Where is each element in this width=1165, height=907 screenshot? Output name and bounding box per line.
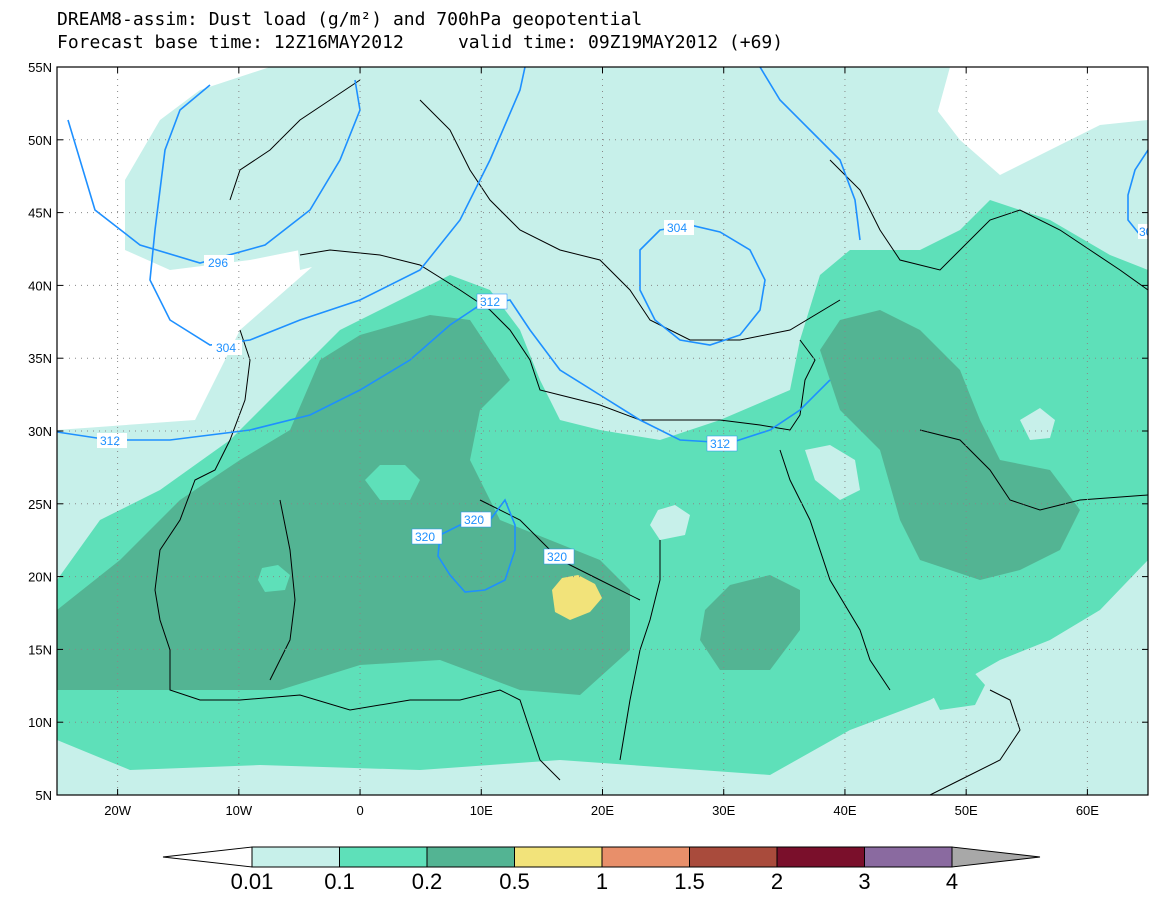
dust-region-heavy-sudan [700,575,800,670]
lat-label: 45N [28,206,52,221]
graticule [57,67,1148,795]
colorbar-swatch [514,846,603,868]
colorbar-swatch [339,846,428,868]
colorbar-label: 2 [771,869,783,894]
contour-label-312-med: 312 [480,295,500,309]
lat-label: 5N [35,788,52,803]
lon-label: 50E [955,803,978,818]
contour-label-304-aegean: 304 [667,221,687,235]
axes: 55N 50N 45N 40N 35N 30N 25N 20N 15N 10N 5N 20W 10W 0 1… [28,60,1148,818]
colorbar-over-triangle [951,846,1041,868]
lon-label: 60E [1076,803,1099,818]
colorbar-swatch [689,846,778,868]
lon-label: 0 [356,803,363,818]
forecast-time-subtitle: Forecast base time: 12Z16MAY2012 valid t… [57,32,784,53]
map-title: DREAM8-assim: Dust load (g/m²) and 700hP… [57,9,643,30]
lat-label: 20N [28,570,52,585]
lon-label: 30E [712,803,735,818]
contour-right [1127,149,1148,236]
contour-304-north [759,67,861,241]
lat-label: 55N [28,60,52,75]
lat-label: 35N [28,351,52,366]
contour-label-312-east: 312 [710,437,730,451]
lat-label: 50N [28,133,52,148]
dust-pocket-light-1 [650,505,690,540]
colorbar-label: 1 [596,869,608,894]
contour-labels: 296 304 312 312 312 304 320 320 320 304 [97,220,1159,565]
dust-region-light-north [280,67,950,440]
colorbar-swatch [426,846,515,868]
dust-region-heavy-east [820,310,1080,580]
lon-label: 10W [225,803,252,818]
colorbar-swatch [776,846,865,868]
dust-region-peak [552,575,602,620]
dust-region-heavy-west [57,315,630,695]
colorbar-swatch [864,846,953,868]
lat-label: 40N [28,278,52,293]
dust-field-layer: 296 304 312 312 312 304 320 320 320 304 [57,67,1159,795]
contour-label-304-edge: 304 [1139,225,1159,239]
contour-296 [67,79,361,264]
dust-pocket-light-3 [1020,408,1055,440]
colorbar-label: 1.5 [674,869,705,894]
colorbar-label: 4 [946,869,958,894]
coastlines [154,79,1148,795]
contour-label-320-a: 320 [415,530,435,544]
colorbar-label: 0.5 [499,869,530,894]
lon-label: 20E [591,803,614,818]
colorbar-under-triangle [162,846,253,868]
lat-label: 10N [28,715,52,730]
contour-label-320-c: 320 [547,550,567,564]
colorbar-label: 0.2 [412,869,443,894]
colorbar-swatch [251,846,340,868]
dust-pocket-medium-3 [930,668,985,710]
dust-pocket-medium-2 [258,565,290,592]
dust-pocket-medium-1 [365,465,420,500]
colorbar-label: 0.01 [231,869,274,894]
lon-label: 40E [833,803,856,818]
lon-label: 20W [104,803,131,818]
colorbar-label: 0.1 [324,869,355,894]
colorbar-label: 3 [858,869,870,894]
lat-label: 15N [28,642,52,657]
contour-label-320-b: 320 [464,513,484,527]
contour-label-312-west: 312 [100,434,120,448]
colorbar-swatch [601,846,690,868]
contour-label-304: 304 [216,341,236,355]
contour-label-296: 296 [208,256,228,270]
lon-label: 10E [470,803,493,818]
dust-pocket-light-2 [805,445,860,500]
lat-label: 25N [28,497,52,512]
colorbar: 0.01 0.1 0.2 0.5 1 1.5 2 3 4 [162,846,1041,894]
lat-label: 30N [28,424,52,439]
